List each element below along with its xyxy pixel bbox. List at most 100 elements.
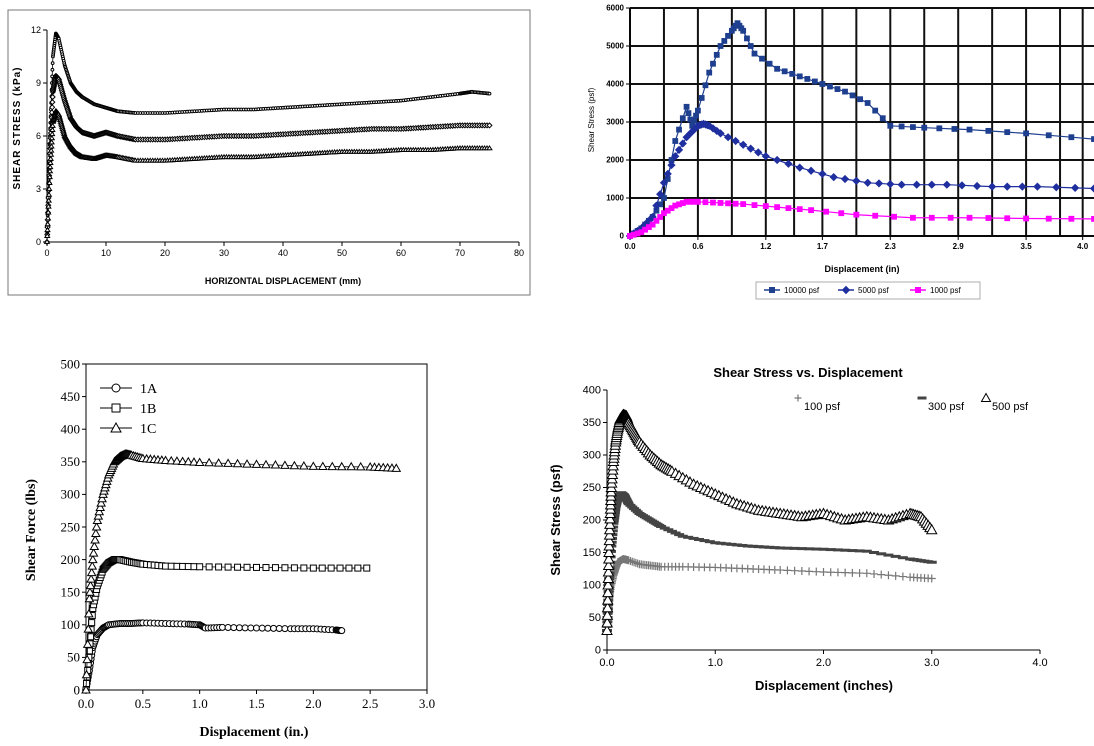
data-point — [676, 126, 682, 133]
data-point — [838, 210, 845, 217]
data-point — [759, 55, 765, 62]
data-point — [224, 624, 232, 632]
y-tick-label: 3 — [36, 184, 41, 194]
data-point — [740, 201, 747, 207]
data-point — [235, 624, 243, 632]
data-point — [46, 179, 53, 186]
y-tick-label: 350 — [61, 454, 81, 469]
legend-label: 1A — [140, 382, 158, 397]
data-point — [698, 95, 705, 101]
data-point — [604, 518, 616, 529]
data-point — [290, 564, 298, 572]
data-point — [702, 82, 709, 89]
data-point — [693, 112, 699, 119]
data-point — [928, 214, 935, 221]
data-point — [785, 205, 792, 212]
legend-label: 10000 psf — [784, 286, 820, 295]
data-point — [789, 70, 796, 77]
data-point — [776, 566, 785, 575]
x-tick-label: 3.0 — [924, 657, 939, 669]
data-point — [86, 567, 97, 577]
legend-label: 1B — [140, 402, 156, 417]
data-point — [985, 215, 992, 221]
data-point — [656, 190, 665, 199]
data-point — [354, 564, 362, 572]
data-point — [232, 458, 243, 468]
x-tick-label: 40 — [278, 248, 288, 258]
data-point — [602, 578, 614, 590]
data-point — [1004, 215, 1011, 222]
series-500-psf — [601, 408, 938, 635]
data-point — [721, 38, 728, 44]
x-tick-label: 30 — [219, 248, 229, 258]
data-point — [604, 512, 616, 524]
series-5000-psf — [625, 119, 1094, 241]
data-point — [884, 571, 893, 580]
data-point — [829, 172, 838, 182]
data-point — [1045, 132, 1052, 139]
x-tick-label: 1.0 — [192, 696, 208, 711]
data-point — [190, 563, 198, 571]
series-1000-psf — [627, 198, 1094, 239]
data-point — [1004, 129, 1011, 136]
data-point — [486, 122, 493, 129]
x-axis-label: Displacement (inches) — [755, 678, 893, 693]
data-point — [91, 521, 102, 531]
data-point — [49, 104, 56, 111]
data-point — [784, 159, 793, 168]
data-point — [346, 461, 357, 471]
data-point — [204, 457, 215, 467]
data-point — [826, 568, 835, 577]
data-point — [44, 226, 51, 233]
data-point — [864, 100, 871, 106]
data-point — [872, 107, 879, 114]
x-tick-label: 2.0 — [816, 657, 831, 669]
data-point — [766, 60, 773, 67]
data-point — [83, 624, 94, 633]
legend-marker — [769, 287, 775, 293]
data-point — [774, 65, 781, 72]
legend-marker — [841, 285, 851, 295]
x-tick-label: 3.0 — [419, 696, 435, 711]
data-point — [790, 566, 799, 575]
data-point — [43, 238, 51, 244]
data-point — [45, 197, 53, 203]
data-point — [818, 169, 827, 179]
data-point — [648, 212, 657, 222]
data-point — [633, 559, 642, 568]
data-point — [1068, 134, 1075, 141]
data-point — [230, 624, 238, 632]
data-point — [942, 180, 951, 189]
x-tick-label: 0.0 — [599, 657, 614, 669]
data-point — [87, 633, 95, 641]
data-point — [88, 619, 96, 627]
series-line — [46, 75, 490, 243]
data-point — [947, 214, 954, 221]
data-point — [160, 455, 171, 464]
data-point — [184, 563, 192, 571]
data-point — [739, 140, 748, 149]
data-point — [336, 461, 347, 471]
y-tick-label: 100 — [583, 580, 601, 592]
data-point — [985, 127, 992, 134]
data-point — [196, 563, 204, 571]
data-point — [84, 593, 95, 603]
data-point — [1091, 216, 1094, 222]
x-tick-label: 1.5 — [248, 696, 264, 711]
data-point — [345, 564, 353, 572]
x-tick-label: 0.0 — [624, 242, 636, 251]
y-tick-label: 2000 — [606, 156, 624, 165]
x-tick-label: 80 — [514, 248, 524, 258]
data-point — [855, 569, 864, 578]
data-point — [891, 213, 897, 220]
y-axis-label: Shear Stress (psf) — [548, 464, 563, 575]
x-tick-label: 2.3 — [885, 242, 897, 251]
data-point — [936, 125, 943, 132]
data-point — [732, 200, 739, 207]
data-point — [823, 208, 830, 215]
data-point — [49, 99, 56, 106]
data-point — [910, 214, 916, 221]
data-point — [601, 601, 614, 613]
data-point — [162, 562, 170, 570]
y-tick-label: 0 — [595, 645, 601, 657]
